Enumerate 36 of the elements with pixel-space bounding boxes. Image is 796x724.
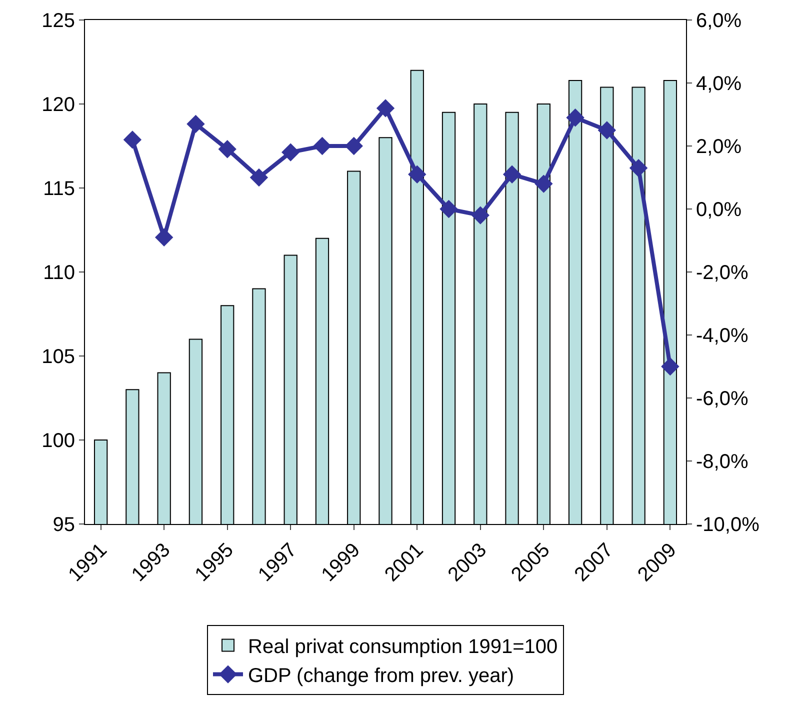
point	[502, 165, 522, 184]
point	[123, 130, 142, 149]
y2-tick-label: 0,0%	[696, 199, 742, 221]
point	[534, 174, 553, 193]
point	[629, 158, 648, 178]
y2-tick-label: 6,0%	[696, 10, 742, 32]
legend-label: GDP (change from prev. year)	[248, 665, 514, 688]
legend-label: Real privat consumption 1991=100	[248, 636, 558, 658]
point	[313, 136, 332, 156]
y2-tick-label: -4,0%	[696, 325, 748, 347]
y2-tick-label: 2,0%	[696, 136, 742, 158]
y-tick-label: 95	[52, 514, 75, 536]
y-tick-label: 125	[42, 10, 75, 32]
y-tick-label: 100	[42, 430, 75, 452]
point	[408, 165, 426, 184]
y2-tick-label: -6,0%	[696, 388, 748, 410]
y2-tick-label: -8,0%	[696, 451, 748, 473]
point	[282, 143, 300, 162]
point	[566, 108, 584, 127]
point	[471, 206, 490, 224]
point	[250, 168, 268, 187]
y-tick-label: 115	[43, 178, 75, 200]
point	[440, 200, 458, 218]
point	[344, 136, 363, 156]
point	[218, 140, 236, 158]
y2-tick-label: 4,0%	[696, 73, 742, 95]
point	[661, 357, 680, 376]
point	[186, 114, 205, 134]
y-tick-label: 110	[43, 262, 75, 284]
point	[598, 121, 616, 140]
y-tick-label: 105	[42, 346, 75, 368]
y-tick-label: 120	[42, 94, 75, 116]
y2-tick-label: -10,0%	[696, 514, 760, 536]
point	[376, 99, 395, 118]
y2-tick-label: -2,0%	[696, 262, 748, 284]
point	[154, 228, 174, 246]
